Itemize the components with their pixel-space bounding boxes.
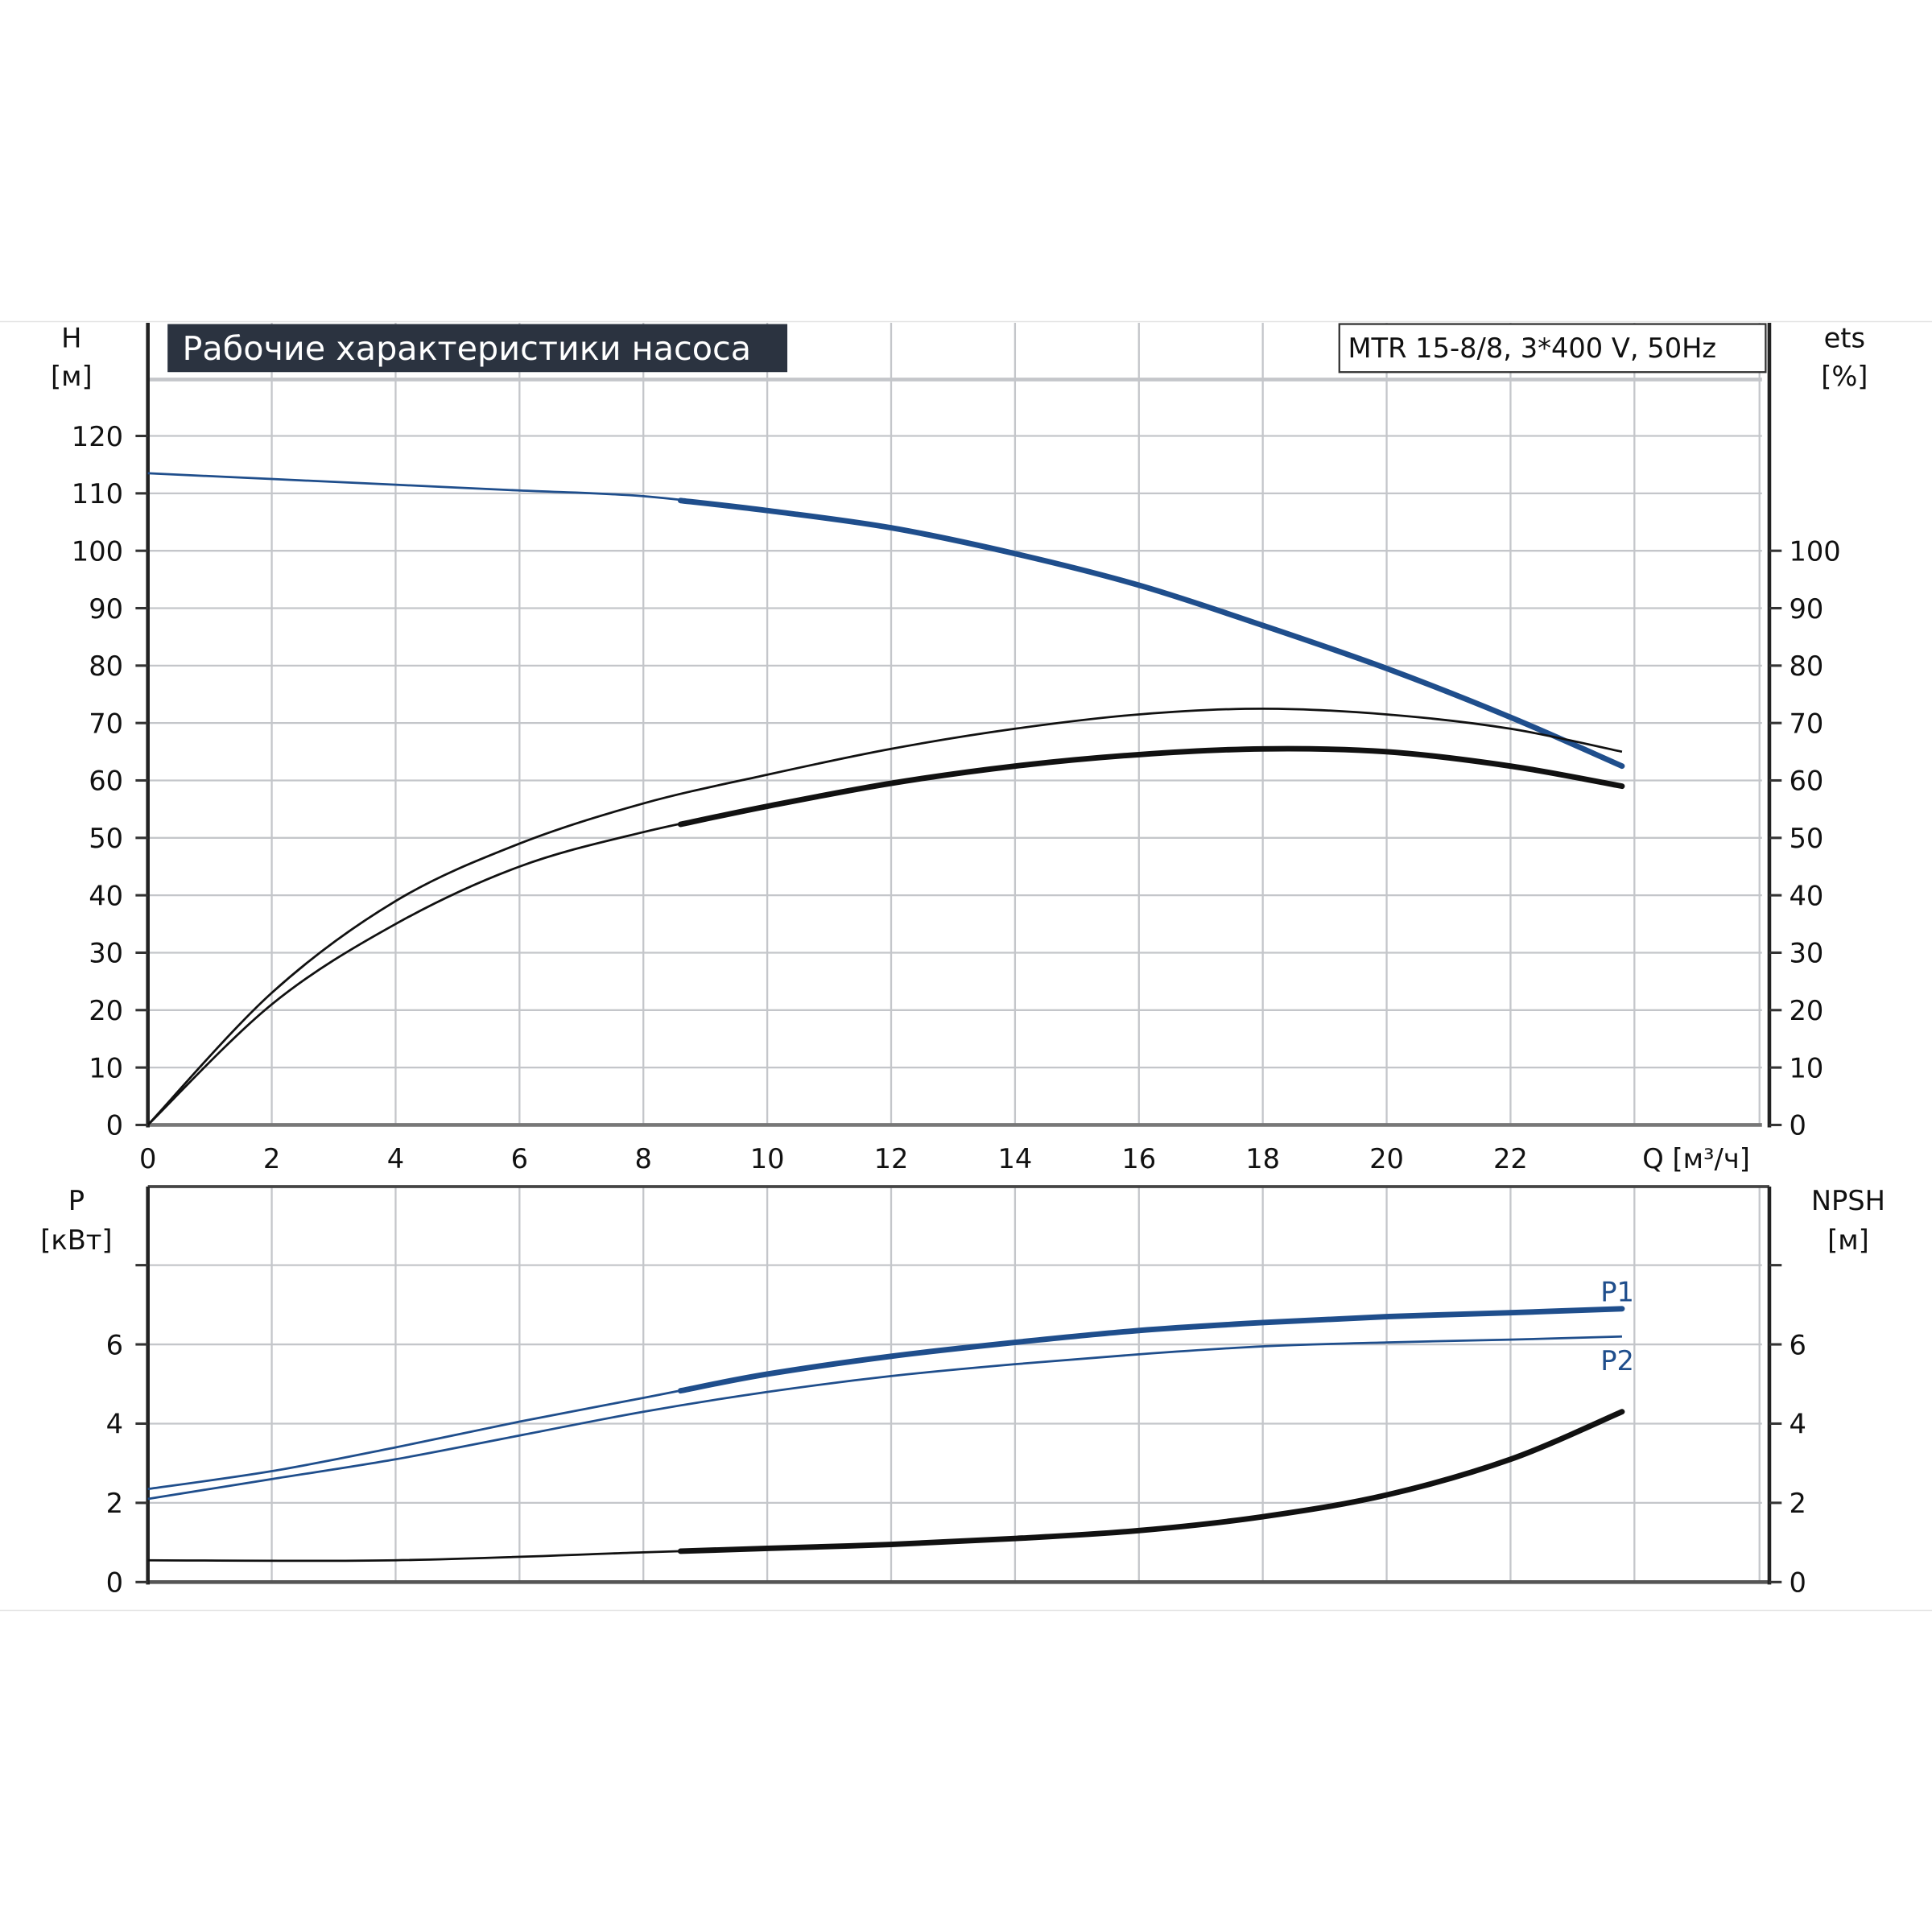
y-right-tick-label: 70 bbox=[1789, 708, 1823, 739]
y-right-tick-label: 100 bbox=[1789, 535, 1840, 567]
y-left-unit: [м] bbox=[51, 361, 93, 392]
p-tick-label: 4 bbox=[106, 1409, 123, 1440]
y-right-tick-label: 40 bbox=[1789, 880, 1823, 911]
x-tick-label: 16 bbox=[1121, 1143, 1156, 1174]
y-right-label: ets bbox=[1824, 323, 1865, 354]
x-tick-label: 14 bbox=[997, 1143, 1032, 1174]
p2-label: P2 bbox=[1600, 1345, 1634, 1377]
y-left-tick-label: 30 bbox=[89, 938, 123, 969]
curve-eta-pump bbox=[147, 707, 1623, 1126]
x-tick-label: 8 bbox=[635, 1143, 652, 1174]
y-right-tick-label: 0 bbox=[1789, 1110, 1806, 1141]
y-left-tick-label: 0 bbox=[106, 1110, 123, 1141]
x-tick-label: 12 bbox=[874, 1143, 909, 1174]
y-left-tick-label: 10 bbox=[89, 1052, 123, 1084]
x-tick-label: 10 bbox=[750, 1143, 785, 1174]
y-right-tick-label: 90 bbox=[1789, 593, 1823, 625]
x-tick-label: 22 bbox=[1493, 1143, 1528, 1174]
curve-head-operating-range bbox=[677, 497, 1625, 770]
curve-npsh-operating-range bbox=[677, 1409, 1625, 1554]
y-right-tick-label: 10 bbox=[1789, 1052, 1823, 1084]
x-tick-label: 20 bbox=[1369, 1143, 1404, 1174]
y-right-tick-label: 50 bbox=[1789, 823, 1823, 854]
npsh-tick-label: 6 bbox=[1789, 1329, 1806, 1360]
y-left-tick-label: 60 bbox=[89, 766, 123, 797]
y-left-label: H bbox=[61, 323, 81, 354]
curve-p1 bbox=[147, 1307, 1622, 1491]
y-left-tick-label: 120 bbox=[72, 421, 123, 452]
model-box bbox=[1338, 323, 1767, 374]
x-tick-label: 0 bbox=[139, 1143, 156, 1174]
curve-npsh bbox=[147, 1410, 1623, 1563]
x-tick-label: 2 bbox=[263, 1143, 280, 1174]
npsh-tick-label: 0 bbox=[1789, 1567, 1806, 1599]
p-tick-label: 2 bbox=[106, 1488, 123, 1519]
y-left-tick-label: 40 bbox=[89, 880, 123, 911]
y-right-tick-label: 20 bbox=[1789, 995, 1823, 1026]
model-label: MTR 15-8/8, 3*400 V, 50Hz bbox=[1348, 332, 1716, 364]
y-left-tick-label: 90 bbox=[89, 593, 123, 625]
x-tick-label: 18 bbox=[1245, 1143, 1280, 1174]
curve-p1-operating-range bbox=[677, 1306, 1625, 1394]
npsh-tick-label: 4 bbox=[1789, 1409, 1806, 1440]
npsh-tick-label: 2 bbox=[1789, 1488, 1806, 1519]
npsh-axis-label: NPSH bbox=[1811, 1185, 1885, 1216]
p-tick-label: 6 bbox=[106, 1329, 123, 1360]
curve-p2 bbox=[147, 1335, 1622, 1501]
x-tick-label: 6 bbox=[511, 1143, 528, 1174]
p1-label: P1 bbox=[1600, 1276, 1634, 1307]
title-box bbox=[167, 324, 788, 373]
y-left-tick-label: 70 bbox=[89, 708, 123, 739]
npsh-axis-unit: [м] bbox=[1827, 1224, 1869, 1256]
y-left-tick-label: 110 bbox=[72, 478, 123, 510]
y-right-tick-label: 30 bbox=[1789, 938, 1823, 969]
y-right-tick-label: 60 bbox=[1789, 766, 1823, 797]
x-axis-label: Q [м³/ч] bbox=[1642, 1143, 1750, 1174]
y-left-tick-label: 100 bbox=[72, 535, 123, 567]
p-tick-label: 0 bbox=[106, 1567, 123, 1599]
p-axis-unit: [кВт] bbox=[40, 1224, 112, 1256]
curve-eta-total-operating-range bbox=[677, 745, 1625, 828]
y-left-tick-label: 50 bbox=[89, 823, 123, 854]
curve-eta-total bbox=[147, 747, 1623, 1126]
y-right-unit: [%] bbox=[1821, 361, 1868, 392]
chart-title: Рабочие характеристики насоса bbox=[183, 329, 752, 368]
y-left-tick-label: 80 bbox=[89, 650, 123, 682]
y-left-tick-label: 20 bbox=[89, 995, 123, 1026]
y-right-tick-label: 80 bbox=[1789, 650, 1823, 682]
p-axis-label: P bbox=[68, 1185, 85, 1216]
x-tick-label: 4 bbox=[387, 1143, 404, 1174]
